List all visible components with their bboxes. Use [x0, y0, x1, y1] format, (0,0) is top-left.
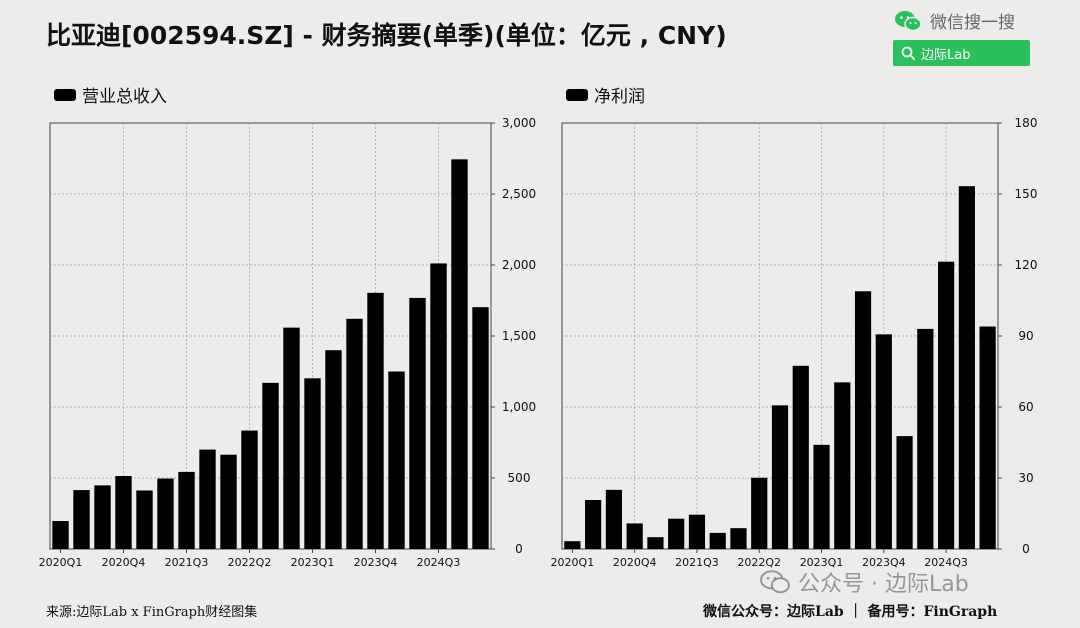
- bar: [325, 350, 342, 549]
- x-tick-label: 2023Q1: [291, 556, 335, 569]
- x-tick-label: 2021Q3: [165, 556, 209, 569]
- x-tick-label: 2022Q2: [737, 556, 781, 569]
- bar: [917, 328, 934, 549]
- bar: [585, 500, 602, 549]
- bar: [409, 297, 426, 549]
- bar: [771, 405, 789, 549]
- x-tick-label: 2020Q4: [102, 556, 146, 569]
- bar: [430, 263, 447, 549]
- watermark: 公众号 · 边际Lab: [760, 566, 969, 598]
- y-tick-label: 90: [1018, 329, 1033, 343]
- bar: [241, 430, 258, 549]
- bar: [834, 382, 851, 549]
- wechat-icon: [760, 570, 790, 594]
- x-tick-label: 2023Q4: [354, 556, 398, 569]
- x-tick-label: 2020Q1: [39, 556, 83, 569]
- x-tick-label: 2023Q4: [862, 556, 906, 569]
- y-tick-label: 0: [1022, 542, 1030, 556]
- bar: [875, 334, 892, 549]
- bar: [367, 292, 384, 549]
- y-tick-label: 30: [1018, 471, 1033, 485]
- bar: [751, 477, 768, 549]
- wechat-icon: [895, 10, 922, 31]
- y-tick-label: 150: [1015, 187, 1038, 201]
- bar: [94, 485, 111, 549]
- search-query: 边际Lab: [921, 47, 971, 63]
- bar: [220, 454, 237, 549]
- bar: [813, 444, 830, 549]
- legend-net-profit: 净利润: [566, 82, 645, 107]
- search-icon: [901, 46, 915, 60]
- x-tick-label: 2022Q2: [228, 556, 272, 569]
- bar: [605, 489, 623, 549]
- y-tick-label: 120: [1015, 258, 1038, 272]
- legend-label: 营业总收入: [82, 87, 167, 107]
- bar: [283, 327, 300, 549]
- y-tick-label: 180: [1015, 116, 1038, 130]
- account-note: 微信公众号：边际Lab ｜ 备用号：FinGraph: [703, 604, 998, 620]
- bar: [937, 261, 955, 549]
- bar: [688, 514, 706, 549]
- bar: [626, 523, 643, 549]
- bar: [792, 365, 809, 549]
- x-tick-label: 2020Q1: [551, 556, 595, 569]
- y-tick-label: 500: [508, 471, 531, 485]
- y-tick-label: 60: [1018, 400, 1033, 414]
- bar: [178, 471, 195, 549]
- bar: [52, 521, 69, 549]
- bar: [136, 490, 153, 549]
- x-tick-label: 2023Q1: [800, 556, 844, 569]
- bar: [668, 518, 685, 549]
- bar: [647, 537, 664, 549]
- bar: [958, 186, 975, 549]
- y-tick-label: 2,000: [502, 258, 536, 272]
- bar: [896, 436, 913, 549]
- x-tick-label: 2021Q3: [675, 556, 719, 569]
- bar: [157, 478, 174, 549]
- bar: [472, 307, 489, 549]
- search-box[interactable]: 边际Lab: [893, 40, 1030, 66]
- legend-revenue: 营业总收入: [54, 82, 167, 107]
- y-tick-label: 0: [515, 542, 523, 556]
- bar: [346, 318, 363, 549]
- y-tick-label: 1,000: [502, 400, 536, 414]
- bar: [854, 291, 872, 549]
- bar: [730, 528, 747, 549]
- bar: [115, 476, 132, 549]
- y-tick-label: 2,500: [502, 187, 536, 201]
- y-tick-label: 3,000: [502, 116, 536, 130]
- source-note: 来源:边际Lab x FinGraph财经图集: [46, 605, 258, 620]
- bar: [451, 159, 468, 550]
- bar: [73, 490, 90, 549]
- wechat-search-header[interactable]: 微信搜一搜: [894, 8, 1015, 33]
- y-tick-label: 1,500: [502, 329, 536, 343]
- page-title: 比亚迪[002594.SZ] - 财务摘要(单季)(单位：亿元 , CNY): [46, 21, 727, 50]
- wechat-search-label: 微信搜一搜: [930, 13, 1015, 33]
- legend-swatch: [566, 88, 588, 101]
- bar: [979, 326, 996, 549]
- bar: [304, 378, 321, 549]
- bar: [199, 449, 216, 549]
- bar: [262, 382, 279, 549]
- x-tick-label: 2024Q3: [924, 556, 968, 569]
- bar: [564, 541, 581, 549]
- watermark-text: 公众号 · 边际Lab: [798, 572, 969, 597]
- bar: [388, 371, 405, 549]
- x-tick-label: 2020Q4: [613, 556, 657, 569]
- legend-swatch: [54, 88, 76, 101]
- legend-label: 净利润: [594, 87, 645, 107]
- bar: [709, 532, 726, 549]
- x-tick-label: 2024Q3: [417, 556, 461, 569]
